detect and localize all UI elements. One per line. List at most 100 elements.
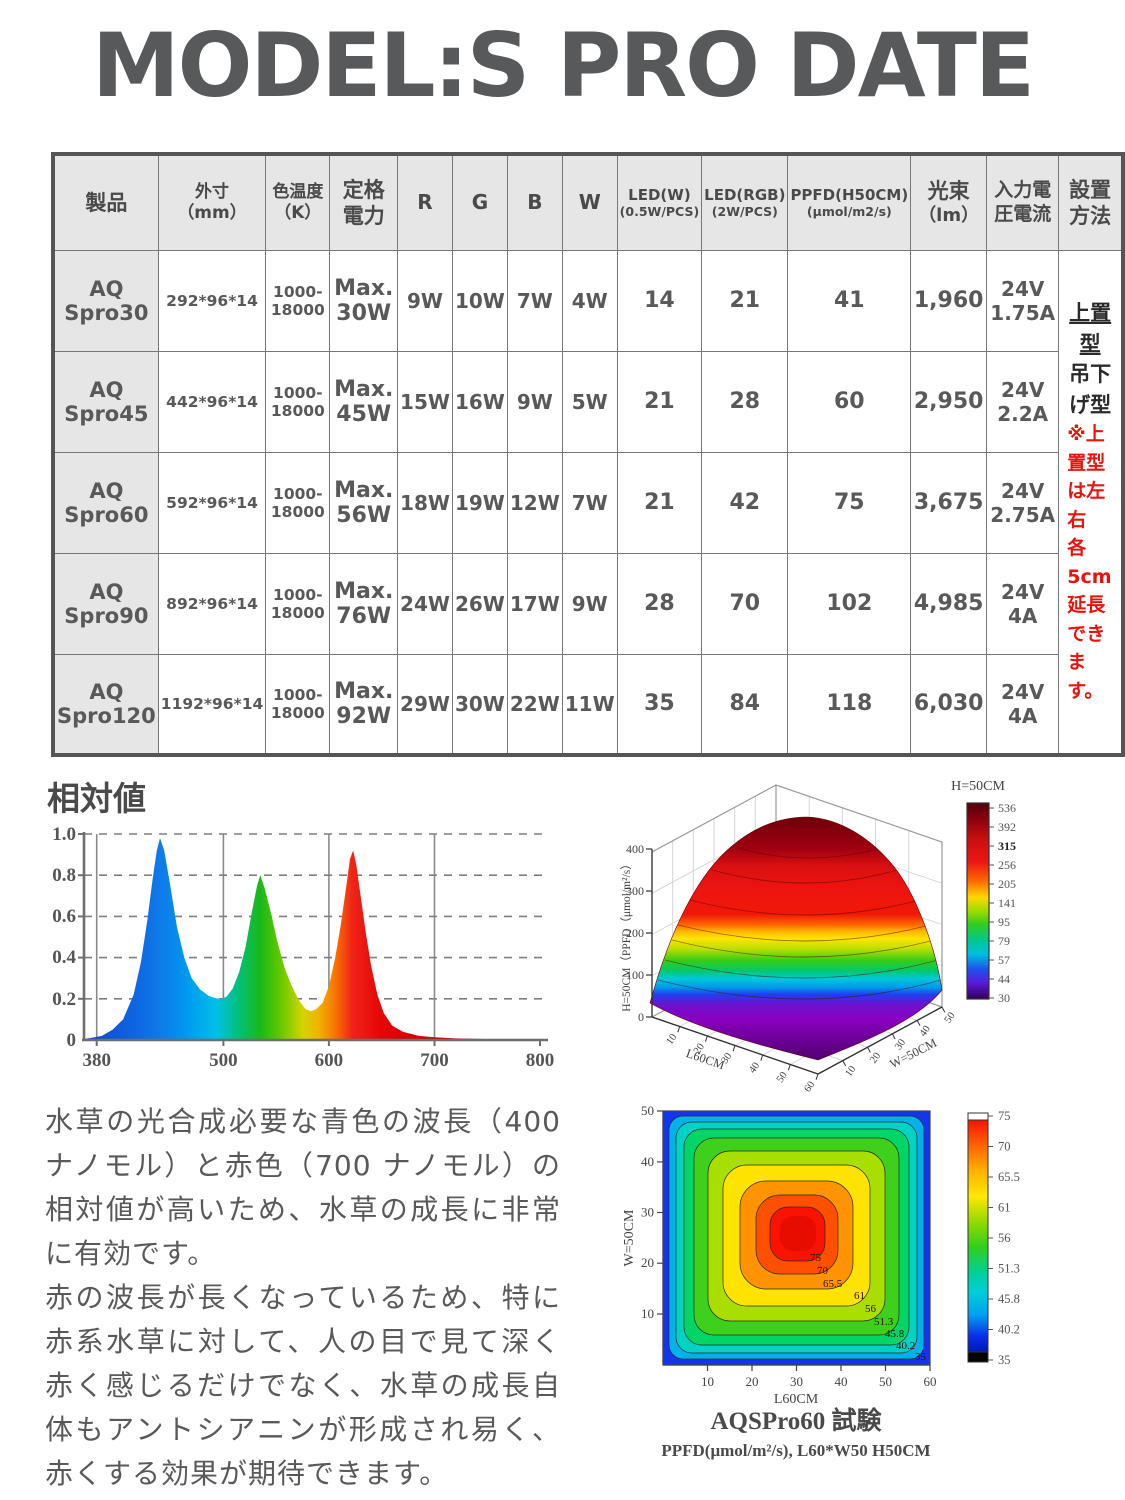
cell-ppfd: 60 xyxy=(787,350,912,453)
surface-colorbar: H=50CM 536 392 315 256 205 141 95 79 57 xyxy=(951,779,1016,1005)
surface-chart: 0 100 200 300 400 H=50CM（PPFD（μmol/m²/s）… xyxy=(620,779,1016,1095)
svg-text:100: 100 xyxy=(626,968,644,982)
contour-subcaption: PPFD(μmol/m²/s), L60*W50 H50CM xyxy=(661,1441,930,1460)
table-row: AQ Spro90 892*96*14 1000-18000 Max. 76W 24W 26W… xyxy=(52,552,1123,655)
svg-text:51.3: 51.3 xyxy=(998,1262,1020,1276)
cell-g: 19W xyxy=(451,451,508,554)
cell-power: Max. 30W xyxy=(329,249,399,352)
spectrum-ticks xyxy=(78,833,541,1046)
contour-level-labels: 75 70 65.5 61 56 51.3 45.8 40.2 35 xyxy=(810,1252,927,1363)
col-header-0: 製品 xyxy=(52,153,159,251)
svg-text:200: 200 xyxy=(626,926,644,940)
cell-w: 7W xyxy=(561,451,618,554)
col-header-13: 設置 方法 xyxy=(1058,153,1124,251)
svg-text:600: 600 xyxy=(315,1050,344,1071)
cell-input: 24V 1.75A xyxy=(986,249,1060,352)
svg-text:0: 0 xyxy=(638,1010,644,1024)
svg-text:0.6: 0.6 xyxy=(52,906,76,927)
col-header-12: 入力電 圧電流 xyxy=(986,153,1060,251)
col-header-5: G xyxy=(451,153,508,251)
svg-text:10: 10 xyxy=(843,1064,858,1079)
svg-text:75: 75 xyxy=(998,1109,1011,1123)
surface-dome xyxy=(649,816,943,1061)
contour-y-label: W=50CM xyxy=(622,1209,637,1266)
cell-r: 29W xyxy=(397,653,453,756)
cell-w: 9W xyxy=(561,552,618,655)
cell-led-rgb: 21 xyxy=(701,249,789,352)
svg-text:50: 50 xyxy=(775,1070,790,1085)
cell-led-w: 14 xyxy=(616,249,703,352)
description-text: 水草の光合成必要な青色の波長（400 ナノモル）と赤色（700 ナノモル）の相対… xyxy=(45,1100,561,1496)
cell-power: Max. 76W xyxy=(329,552,399,655)
svg-text:141: 141 xyxy=(998,896,1016,910)
svg-text:30: 30 xyxy=(893,1037,908,1052)
svg-text:79: 79 xyxy=(998,934,1010,948)
cell-w: 5W xyxy=(561,350,618,453)
table-row: AQ Spro120 1192*96*14 1000-18000 Max. 92W 29W 3… xyxy=(52,653,1123,756)
svg-text:30: 30 xyxy=(641,1205,654,1220)
svg-text:40.2: 40.2 xyxy=(896,1340,915,1352)
svg-text:380: 380 xyxy=(82,1050,111,1071)
svg-text:56: 56 xyxy=(998,1231,1011,1245)
col-header-7: W xyxy=(561,153,618,251)
cell-r: 9W xyxy=(397,249,453,352)
spectrum-chart: 0 0.2 0.4 0.6 0.8 1.0 380 500 600 700 80… xyxy=(52,824,555,1071)
svg-text:60: 60 xyxy=(924,1374,937,1389)
svg-text:75: 75 xyxy=(810,1252,822,1264)
cell-model: AQ Spro30 xyxy=(52,249,159,352)
cell-input: 24V 4A xyxy=(986,653,1060,756)
svg-text:315: 315 xyxy=(998,839,1016,853)
svg-text:0: 0 xyxy=(67,1030,77,1051)
cell-led-rgb: 42 xyxy=(701,451,789,554)
svg-text:800: 800 xyxy=(526,1050,555,1071)
cell-lumen: 6,030 xyxy=(910,653,988,756)
spec-table: 製品 外寸 （mm） 色温度 （K） 定格 電力 R G B W LED(W) (0.5W/PCS) LE… xyxy=(51,152,1125,757)
svg-text:30: 30 xyxy=(719,1051,734,1066)
cell-temp: 1000-18000 xyxy=(265,653,331,756)
svg-text:50: 50 xyxy=(879,1374,892,1389)
cell-model: AQ Spro120 xyxy=(52,653,159,756)
svg-text:0.8: 0.8 xyxy=(52,865,76,886)
surface-contour-lines xyxy=(657,847,942,1000)
col-header-3: 定格 電力 xyxy=(329,153,399,251)
cell-lumen: 3,675 xyxy=(910,451,988,554)
surface-z-label: H=50CM（PPFD（μmol/m²/s） xyxy=(620,858,633,1012)
cell-ppfd: 41 xyxy=(787,249,912,352)
svg-text:500: 500 xyxy=(209,1050,238,1071)
cell-g: 16W xyxy=(451,350,508,453)
cell-led-rgb: 84 xyxy=(701,653,789,756)
cell-r: 15W xyxy=(397,350,453,453)
svg-text:400: 400 xyxy=(626,842,644,856)
page-title: MODEL:S PRO DATE xyxy=(92,14,1035,117)
svg-text:20: 20 xyxy=(868,1051,883,1066)
svg-text:61: 61 xyxy=(854,1290,865,1302)
cell-power: Max. 92W xyxy=(329,653,399,756)
cell-size: 892*96*14 xyxy=(157,552,267,655)
cell-b: 22W xyxy=(506,653,563,756)
svg-text:0.2: 0.2 xyxy=(52,989,76,1010)
cell-led-w: 28 xyxy=(616,552,703,655)
col-header-9: LED(RGB) (2W/PCS) xyxy=(701,153,789,251)
col-header-10: PPFD(H50CM) (μmol/m2/s) xyxy=(787,153,912,251)
svg-text:700: 700 xyxy=(420,1050,449,1071)
table-row: AQ Spro45 442*96*14 1000-18000 Max. 45W 15W 16W… xyxy=(52,350,1123,453)
cell-led-w: 35 xyxy=(616,653,703,756)
cell-lumen: 1,960 xyxy=(910,249,988,352)
cell-g: 30W xyxy=(451,653,508,756)
svg-text:300: 300 xyxy=(626,884,644,898)
spectrum-area xyxy=(84,838,540,1040)
svg-text:40: 40 xyxy=(918,1024,933,1039)
cell-b: 12W xyxy=(506,451,563,554)
svg-text:10: 10 xyxy=(664,1032,679,1047)
col-header-4: R xyxy=(397,153,453,251)
cell-temp: 1000-18000 xyxy=(265,552,331,655)
svg-text:392: 392 xyxy=(998,820,1016,834)
cell-led-w: 21 xyxy=(616,451,703,554)
contour-colorbar: 75 70 65.5 61 56 51.3 45.8 40.2 35 xyxy=(967,1109,1020,1367)
svg-text:1.0: 1.0 xyxy=(52,824,76,845)
svg-text:20: 20 xyxy=(641,1255,654,1270)
contour-chart: 75 70 65.5 61 56 51.3 45.8 40.2 35 10 20 xyxy=(622,1103,1020,1460)
table-row: AQ Spro60 592*96*14 1000-18000 Max. 56W 18W 19W… xyxy=(52,451,1123,554)
svg-text:10: 10 xyxy=(701,1374,714,1389)
svg-text:0.4: 0.4 xyxy=(52,947,76,968)
